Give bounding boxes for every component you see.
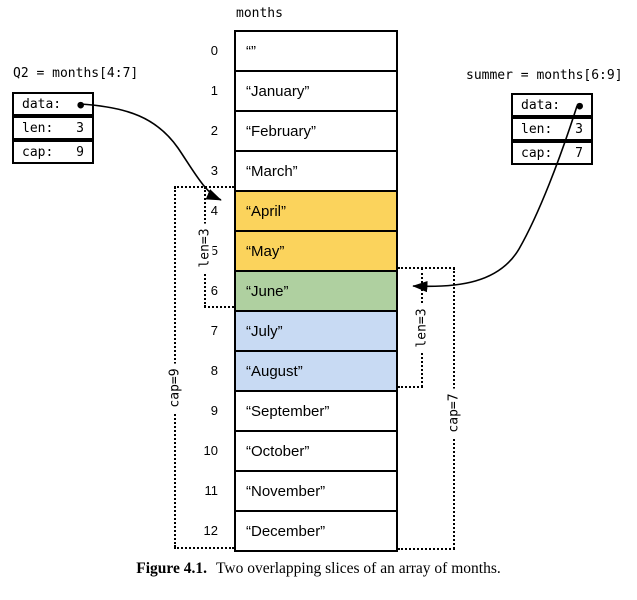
q2-slice-struct: data: ● len: 3 cap: 9 [12,92,94,164]
cell-value: “January” [246,82,310,100]
field-value: 7 [575,145,583,161]
array-row: 4 “April” [170,190,398,232]
cell-value: “” [246,42,256,60]
array-index-label: 2 [210,123,218,138]
array-cell: “January” [234,70,398,112]
q2-len-bracket-bottom-line [204,306,234,308]
field-value: 9 [76,144,84,160]
array-row: 11 “November” [170,470,398,512]
summer-data-field: data: ● [511,93,593,117]
array-cell-q2: “April” [234,190,398,232]
caption-text: Two overlapping slices of an array of mo… [216,560,501,577]
array-cell: “December” [234,510,398,552]
array-cell: “February” [234,110,398,152]
cell-value: “March” [246,162,298,180]
array-index-label: 12 [203,523,218,538]
cell-value: “February” [246,122,317,140]
array-index-label: 4 [210,203,218,218]
cell-value: “July” [246,322,283,340]
cell-value: “April” [246,202,286,220]
array-title: months [236,6,283,21]
q2-cap-field: cap: 9 [12,140,94,164]
array-cell: “” [234,30,398,72]
summer-len-bracket-bottom-line [398,386,423,388]
array-row: 12 “December” [170,510,398,552]
summer-len-label: len=3 [414,303,430,353]
cell-value: “October” [246,442,310,460]
cell-value: “May” [246,242,285,260]
field-label: data: [521,97,561,113]
summer-slice-struct: data: ● len: 3 cap: 7 [511,93,593,165]
array-row: 9 “September” [170,390,398,432]
summer-len-field: len: 3 [511,117,593,141]
q2-cap-label: cap=9 [167,363,183,413]
q2-cap-bracket-bottom-line [174,547,234,549]
summer-cap-label: cap=7 [446,388,462,438]
cell-value: “December” [246,522,326,540]
summer-cap-bracket-bottom-line [398,548,455,550]
array-row: 7 “July” [170,310,398,352]
array-index-label: 11 [204,483,219,498]
array-cell-summer: “August” [234,350,398,392]
array-cell: “October” [234,430,398,472]
array-row: 3 “March” [170,150,398,192]
array-row: 1 “January” [170,70,398,112]
array-cell-q2: “May” [234,230,398,272]
field-label: data: [22,96,62,112]
pointer-dot: ● [77,97,84,111]
field-label: cap: [521,145,553,161]
array-index-label: 6 [210,283,218,298]
field-value: 3 [575,121,583,137]
array-row: 0 “” [170,30,398,72]
array-index-label: 10 [203,443,218,458]
q2-len-field: len: 3 [12,116,94,140]
q2-len-label: len=3 [197,223,213,273]
array-cell: “March” [234,150,398,192]
pointer-dot: ● [576,98,583,112]
array-index-label: 5 [210,243,218,258]
figure-caption: Figure 4.1. Two overlapping slices of an … [0,560,637,578]
array-index-label: 7 [210,323,218,338]
array-row: 8 “August” [170,350,398,392]
field-label: len: [521,121,553,137]
array-index-label: 8 [210,363,218,378]
array-row: 5 “May” [170,230,398,272]
cell-value: “June” [246,282,289,300]
q2-data-field: data: ● [12,92,94,116]
caption-label: Figure 4.1. [136,560,207,577]
field-label: len: [22,120,54,136]
field-value: 3 [76,120,84,136]
summer-bracket-top-line [398,267,455,269]
cell-value: “September” [246,402,330,420]
field-label: cap: [22,144,54,160]
summer-slice-title: summer = months[6:9] [466,68,623,83]
cell-value: “November” [246,482,326,500]
array-row: 2 “February” [170,110,398,152]
array-cell: “November” [234,470,398,512]
array-cell-summer: “July” [234,310,398,352]
array-cell-overlap: “June” [234,270,398,312]
array-index-label: 9 [210,403,218,418]
cell-value: “August” [246,362,303,380]
array-index-label: 1 [210,83,218,98]
summer-cap-field: cap: 7 [511,141,593,165]
array-index-label: 0 [210,43,218,58]
array-row: 10 “October” [170,430,398,472]
q2-slice-title: Q2 = months[4:7] [13,66,139,81]
array-cell: “September” [234,390,398,432]
